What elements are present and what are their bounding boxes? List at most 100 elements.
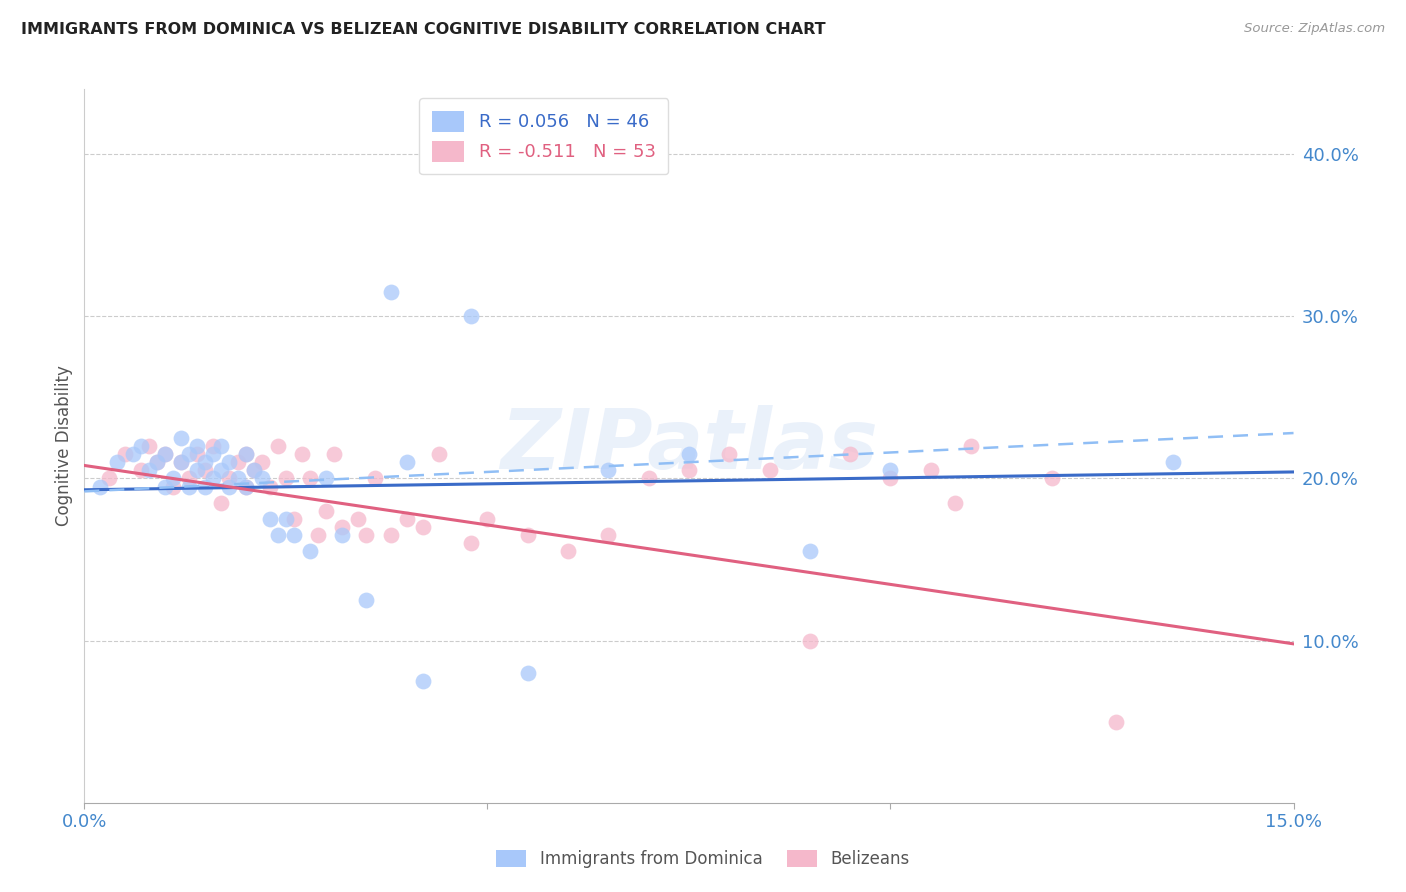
Point xyxy=(557,544,579,558)
Point xyxy=(347,512,370,526)
Point xyxy=(879,471,901,485)
Point xyxy=(516,666,538,681)
Point xyxy=(186,439,208,453)
Point xyxy=(315,471,337,485)
Point xyxy=(218,471,240,485)
Point xyxy=(162,479,184,493)
Point xyxy=(678,447,700,461)
Point xyxy=(920,463,942,477)
Point xyxy=(395,512,418,526)
Point xyxy=(307,528,329,542)
Point xyxy=(299,544,322,558)
Point xyxy=(274,471,297,485)
Point xyxy=(283,512,305,526)
Text: ZIPatlas: ZIPatlas xyxy=(501,406,877,486)
Point xyxy=(283,528,305,542)
Point xyxy=(516,528,538,542)
Point xyxy=(146,455,169,469)
Text: Source: ZipAtlas.com: Source: ZipAtlas.com xyxy=(1244,22,1385,36)
Point xyxy=(179,447,201,461)
Point xyxy=(97,471,120,485)
Text: IMMIGRANTS FROM DOMINICA VS BELIZEAN COGNITIVE DISABILITY CORRELATION CHART: IMMIGRANTS FROM DOMINICA VS BELIZEAN COG… xyxy=(21,22,825,37)
Point xyxy=(879,463,901,477)
Point xyxy=(412,520,434,534)
Point xyxy=(299,471,322,485)
Point xyxy=(380,285,402,299)
Point xyxy=(179,479,201,493)
Point xyxy=(170,455,193,469)
Point xyxy=(170,431,193,445)
Point xyxy=(226,455,249,469)
Point xyxy=(960,439,983,453)
Point xyxy=(235,479,257,493)
Point xyxy=(427,447,450,461)
Point xyxy=(105,455,128,469)
Point xyxy=(356,593,378,607)
Point xyxy=(460,536,482,550)
Point xyxy=(235,447,257,461)
Point xyxy=(209,463,232,477)
Point xyxy=(162,471,184,485)
Point xyxy=(202,447,225,461)
Point xyxy=(839,447,862,461)
Point xyxy=(356,528,378,542)
Point xyxy=(138,439,160,453)
Point xyxy=(363,471,385,485)
Point xyxy=(799,633,821,648)
Point xyxy=(209,496,232,510)
Point xyxy=(226,471,249,485)
Point xyxy=(267,528,290,542)
Point xyxy=(153,479,176,493)
Point xyxy=(274,512,297,526)
Legend: R = 0.056   N = 46, R = -0.511   N = 53: R = 0.056 N = 46, R = -0.511 N = 53 xyxy=(419,98,668,174)
Point xyxy=(129,463,152,477)
Point xyxy=(129,439,152,453)
Point xyxy=(637,471,659,485)
Point xyxy=(235,447,257,461)
Y-axis label: Cognitive Disability: Cognitive Disability xyxy=(55,366,73,526)
Point xyxy=(209,439,232,453)
Point xyxy=(259,479,281,493)
Point xyxy=(598,528,620,542)
Point xyxy=(799,544,821,558)
Point xyxy=(218,455,240,469)
Point xyxy=(460,310,482,324)
Point xyxy=(153,447,176,461)
Point xyxy=(943,496,966,510)
Point xyxy=(89,479,111,493)
Point xyxy=(598,463,620,477)
Point xyxy=(146,455,169,469)
Point xyxy=(186,447,208,461)
Point xyxy=(412,674,434,689)
Point xyxy=(138,463,160,477)
Point xyxy=(194,479,217,493)
Point xyxy=(218,479,240,493)
Point xyxy=(315,504,337,518)
Point xyxy=(114,447,136,461)
Legend: Immigrants from Dominica, Belizeans: Immigrants from Dominica, Belizeans xyxy=(489,843,917,875)
Point xyxy=(250,455,273,469)
Point xyxy=(250,471,273,485)
Point xyxy=(267,439,290,453)
Point xyxy=(259,512,281,526)
Point xyxy=(235,479,257,493)
Point xyxy=(202,439,225,453)
Point xyxy=(194,455,217,469)
Point xyxy=(1105,714,1128,729)
Point xyxy=(1040,471,1063,485)
Point xyxy=(170,455,193,469)
Point xyxy=(718,447,741,461)
Point xyxy=(153,447,176,461)
Point xyxy=(323,447,346,461)
Point xyxy=(758,463,780,477)
Point xyxy=(330,520,353,534)
Point xyxy=(291,447,314,461)
Point xyxy=(242,463,264,477)
Point xyxy=(179,471,201,485)
Point xyxy=(678,463,700,477)
Point xyxy=(242,463,264,477)
Point xyxy=(121,447,143,461)
Point xyxy=(186,463,208,477)
Point xyxy=(395,455,418,469)
Point xyxy=(330,528,353,542)
